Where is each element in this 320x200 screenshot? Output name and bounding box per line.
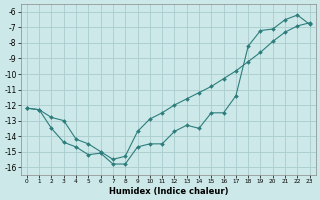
X-axis label: Humidex (Indice chaleur): Humidex (Indice chaleur)	[108, 187, 228, 196]
